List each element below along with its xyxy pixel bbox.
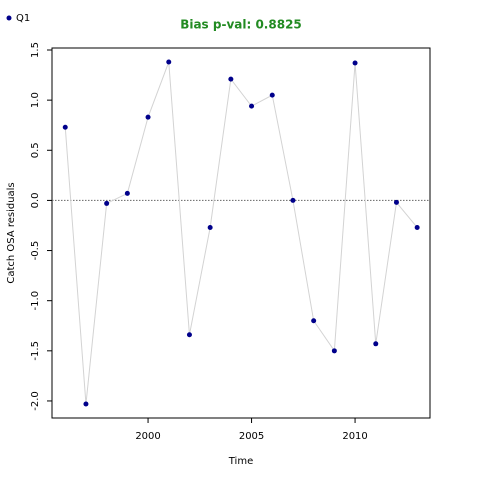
point <box>373 341 379 347</box>
point <box>145 114 151 120</box>
point <box>311 318 317 324</box>
point <box>249 103 255 109</box>
point <box>62 124 68 130</box>
y-tick-label: 1.5 <box>30 42 41 58</box>
y-tick-label: 0.5 <box>30 142 41 158</box>
chart-title: Bias p-val: 0.8825 <box>180 18 302 32</box>
x-tick-label: 2000 <box>135 431 160 442</box>
point <box>124 190 130 196</box>
y-axis-label: Catch OSA residuals <box>6 182 17 283</box>
y-tick-label: 1.0 <box>30 92 41 108</box>
point <box>228 76 234 82</box>
x-tick-label: 2010 <box>342 431 367 442</box>
y-tick-label: -1.5 <box>30 341 41 361</box>
y-tick-label: -2.0 <box>30 391 41 411</box>
y-tick-label: 0.0 <box>30 192 41 208</box>
point <box>207 224 213 230</box>
point <box>414 224 420 230</box>
point <box>186 332 192 338</box>
point <box>352 60 358 66</box>
point <box>331 348 337 354</box>
point <box>166 59 172 65</box>
plot-frame <box>51 47 431 419</box>
series-line <box>64 61 418 405</box>
point <box>393 199 399 205</box>
y-tick-label: -0.5 <box>30 241 41 261</box>
x-tick-label: 2005 <box>239 431 264 442</box>
point <box>290 197 296 203</box>
legend-label: Q1 <box>16 13 30 24</box>
point <box>269 92 275 98</box>
point <box>83 401 89 407</box>
y-tick-label: -1.0 <box>30 291 41 311</box>
x-axis-label: Time <box>228 456 253 467</box>
legend-marker <box>6 15 12 21</box>
point <box>104 200 110 206</box>
